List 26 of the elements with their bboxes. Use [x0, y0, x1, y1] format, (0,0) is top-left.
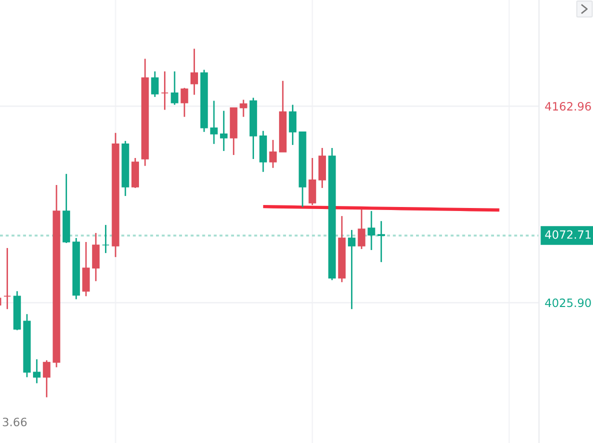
candlestick [82, 241, 90, 297]
annotation: 3.66 [2, 418, 27, 426]
candlestick [318, 147, 326, 189]
candlestick [240, 99, 248, 118]
candlestick [4, 247, 12, 310]
candlestick [92, 232, 100, 282]
candlestick [348, 229, 356, 310]
candlestick [220, 110, 228, 152]
candlestick [151, 70, 159, 98]
candlestick [288, 104, 296, 146]
candlestick [33, 358, 41, 384]
candlestick [180, 87, 188, 118]
y-tick-label: 4025.90 [545, 298, 591, 308]
candlestick [102, 224, 110, 254]
candlestick [42, 360, 50, 398]
candlestick [210, 100, 218, 145]
candlestick [269, 139, 277, 169]
candlestick [160, 70, 169, 111]
y-tick-label: 4162.96 [545, 102, 591, 111]
candlestick [190, 48, 198, 96]
ref-line-label: 4072.71 [545, 230, 591, 239]
candlestick [308, 157, 316, 206]
candlestick [358, 208, 366, 250]
candlestick [368, 210, 376, 251]
candlestick [170, 70, 178, 106]
candlestick [377, 220, 386, 263]
